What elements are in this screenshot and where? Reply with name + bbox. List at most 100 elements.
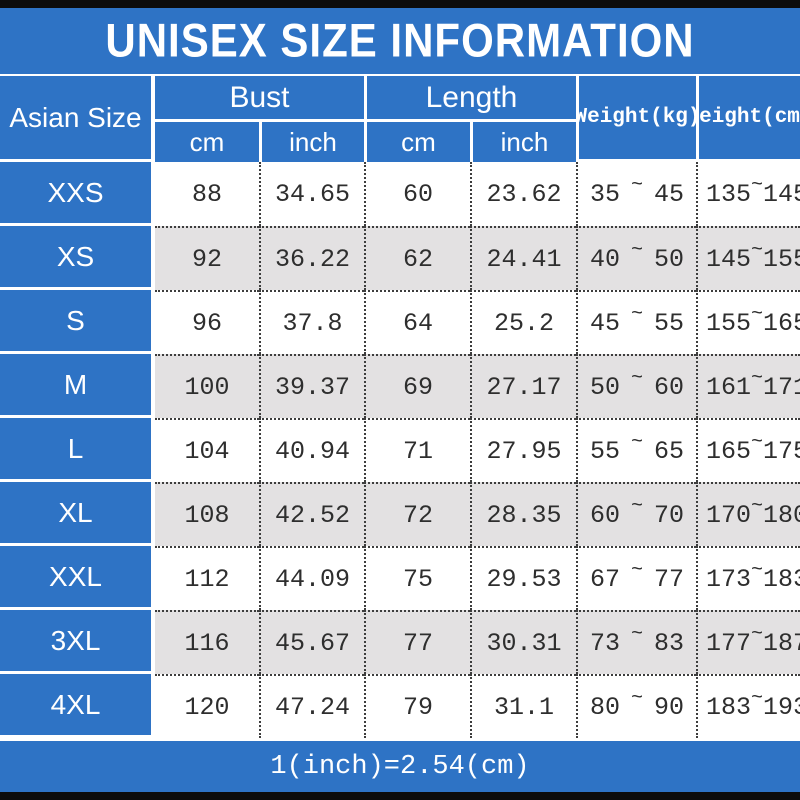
height-low: 165 bbox=[706, 436, 752, 466]
range-tilde: ~ bbox=[630, 622, 643, 646]
range-tilde: ~ bbox=[630, 366, 643, 390]
range-tilde: ~ bbox=[751, 302, 764, 326]
height-range-cell: 183 ~ 193 bbox=[696, 674, 800, 738]
weight-low: 35 bbox=[590, 179, 621, 209]
bust-cm-cell: 104 bbox=[155, 418, 259, 482]
weight-low: 60 bbox=[590, 500, 621, 530]
table-body: XXS 88 34.65 60 23.62 35 ~ 45 135 ~ 145 … bbox=[0, 162, 800, 738]
length-cm-cell: 71 bbox=[364, 418, 470, 482]
weight-range-cell: 40 ~ 50 bbox=[576, 226, 696, 290]
conversion-note: 1(inch)=2.54(cm) bbox=[270, 751, 530, 782]
size-label-cell: XL bbox=[0, 482, 155, 546]
range-tilde: ~ bbox=[751, 366, 764, 390]
height-high: 165 bbox=[763, 308, 800, 338]
table-header: Asian Size Bust Length cm inch cm inch W… bbox=[0, 76, 800, 162]
height-low: 183 bbox=[706, 692, 752, 722]
size-label-cell: 3XL bbox=[0, 610, 155, 674]
weight-low: 45 bbox=[590, 308, 621, 338]
height-range-cell: 170 ~ 180 bbox=[696, 482, 800, 546]
col-group-length: Length bbox=[364, 76, 576, 122]
col-group-bust: Bust bbox=[155, 76, 364, 122]
size-label-cell: M bbox=[0, 354, 155, 418]
weight-high: 50 bbox=[653, 244, 684, 274]
table-row: L 104 40.94 71 27.95 55 ~ 65 165 ~ 175 bbox=[0, 418, 800, 482]
length-inch-cell: 29.53 bbox=[470, 546, 576, 610]
col-header-height: Height(cm) bbox=[696, 76, 800, 162]
range-tilde: ~ bbox=[751, 238, 764, 262]
bust-inch-cell: 45.67 bbox=[259, 610, 364, 674]
length-cm-cell: 60 bbox=[364, 162, 470, 226]
range-tilde: ~ bbox=[630, 686, 643, 710]
weight-range-cell: 55 ~ 65 bbox=[576, 418, 696, 482]
table-row: S 96 37.8 64 25.2 45 ~ 55 155 ~ 165 bbox=[0, 290, 800, 354]
weight-range-cell: 73 ~ 83 bbox=[576, 610, 696, 674]
col-header-asian-size: Asian Size bbox=[0, 76, 155, 162]
table-row: XL 108 42.52 72 28.35 60 ~ 70 170 ~ 180 bbox=[0, 482, 800, 546]
table-row: XXS 88 34.65 60 23.62 35 ~ 45 135 ~ 145 bbox=[0, 162, 800, 226]
length-cm-cell: 69 bbox=[364, 354, 470, 418]
table-row: XS 92 36.22 62 24.41 40 ~ 50 145 ~ 155 bbox=[0, 226, 800, 290]
length-cm-cell: 72 bbox=[364, 482, 470, 546]
subheader-bust-inch: inch bbox=[259, 122, 364, 162]
length-cm-cell: 64 bbox=[364, 290, 470, 354]
height-range-cell: 145 ~ 155 bbox=[696, 226, 800, 290]
table-row: 4XL 120 47.24 79 31.1 80 ~ 90 183 ~ 193 bbox=[0, 674, 800, 738]
height-low: 135 bbox=[706, 179, 752, 209]
weight-low: 73 bbox=[590, 628, 621, 658]
title-band: UNISEX SIZE INFORMATION bbox=[0, 8, 800, 76]
height-high: 180 bbox=[763, 500, 800, 530]
weight-low: 55 bbox=[590, 436, 621, 466]
footer-band: 1(inch)=2.54(cm) bbox=[0, 738, 800, 792]
height-high: 175 bbox=[763, 436, 800, 466]
size-label-cell: 4XL bbox=[0, 674, 155, 738]
height-low: 173 bbox=[706, 564, 752, 594]
page-title: UNISEX SIZE INFORMATION bbox=[105, 14, 695, 67]
length-cm-cell: 75 bbox=[364, 546, 470, 610]
length-cm-cell: 62 bbox=[364, 226, 470, 290]
range-tilde: ~ bbox=[751, 430, 764, 454]
length-inch-cell: 28.35 bbox=[470, 482, 576, 546]
height-high: 171 bbox=[763, 372, 800, 402]
bust-cm-cell: 120 bbox=[155, 674, 259, 738]
bust-cm-cell: 112 bbox=[155, 546, 259, 610]
bust-cm-cell: 108 bbox=[155, 482, 259, 546]
height-range-cell: 155 ~ 165 bbox=[696, 290, 800, 354]
bust-cm-cell: 92 bbox=[155, 226, 259, 290]
range-tilde: ~ bbox=[630, 302, 643, 326]
table-row: M 100 39.37 69 27.17 50 ~ 60 161 ~ 171 bbox=[0, 354, 800, 418]
height-high: 155 bbox=[763, 244, 800, 274]
height-range-cell: 173 ~ 183 bbox=[696, 546, 800, 610]
size-label-cell: XXL bbox=[0, 546, 155, 610]
range-tilde: ~ bbox=[751, 686, 764, 710]
bust-cm-cell: 100 bbox=[155, 354, 259, 418]
weight-range-cell: 45 ~ 55 bbox=[576, 290, 696, 354]
bust-inch-cell: 39.37 bbox=[259, 354, 364, 418]
height-high: 183 bbox=[763, 564, 800, 594]
range-tilde: ~ bbox=[630, 238, 643, 262]
subheader-bust-cm: cm bbox=[189, 126, 225, 157]
range-tilde: ~ bbox=[751, 622, 764, 646]
bust-inch-cell: 40.94 bbox=[259, 418, 364, 482]
range-tilde: ~ bbox=[630, 494, 643, 518]
weight-low: 67 bbox=[590, 564, 621, 594]
size-label-cell: XXS bbox=[0, 162, 155, 226]
bottom-border-bar bbox=[0, 792, 800, 800]
length-cm-cell: 79 bbox=[364, 674, 470, 738]
table-row: XXL 112 44.09 75 29.53 67 ~ 77 173 ~ 183 bbox=[0, 546, 800, 610]
weight-range-cell: 60 ~ 70 bbox=[576, 482, 696, 546]
height-range-cell: 161 ~ 171 bbox=[696, 354, 800, 418]
col-header-weight: Weight(kg) bbox=[576, 76, 696, 162]
range-tilde: ~ bbox=[751, 558, 764, 582]
height-low: 155 bbox=[706, 308, 752, 338]
weight-range-cell: 67 ~ 77 bbox=[576, 546, 696, 610]
height-high: 193 bbox=[763, 692, 800, 722]
size-label-cell: S bbox=[0, 290, 155, 354]
bust-cm-cell: 88 bbox=[155, 162, 259, 226]
length-inch-cell: 23.62 bbox=[470, 162, 576, 226]
weight-high: 70 bbox=[653, 500, 684, 530]
height-high: 145 bbox=[763, 179, 800, 209]
weight-high: 65 bbox=[653, 436, 684, 466]
weight-high: 55 bbox=[653, 308, 684, 338]
height-low: 170 bbox=[706, 500, 752, 530]
